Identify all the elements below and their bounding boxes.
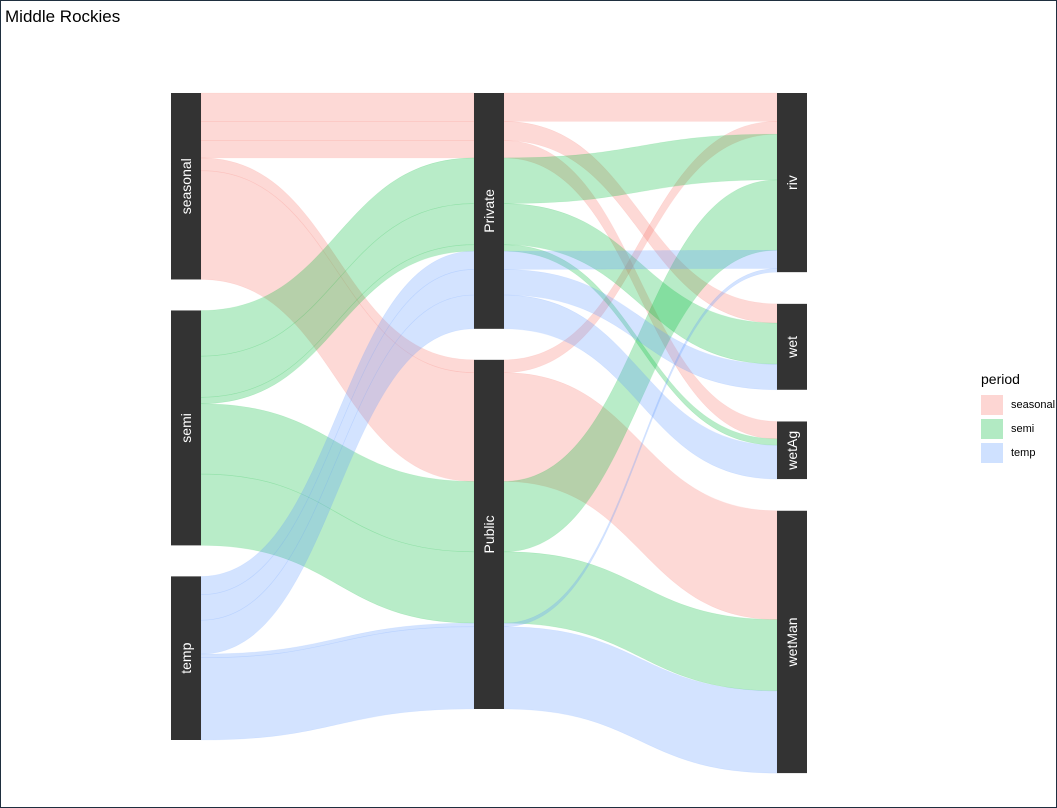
node-label-riv: riv xyxy=(784,175,800,190)
flow-group xyxy=(200,92,778,774)
node-label-temp: temp xyxy=(178,642,194,673)
legend-title: period xyxy=(981,371,1020,387)
node-wetMan xyxy=(777,510,807,774)
node-label-wetMan: wetMan xyxy=(784,617,800,667)
node-semi xyxy=(171,310,201,546)
legend: period seasonal semi temp xyxy=(981,371,1055,465)
node-label-Public: Public xyxy=(481,515,497,553)
node-temp xyxy=(171,576,201,740)
legend-item-seasonal: seasonal xyxy=(981,393,1055,417)
node-label-wet: wet xyxy=(784,336,800,359)
node-Public xyxy=(474,359,504,709)
node-label-Private: Private xyxy=(481,189,497,233)
node-label-seasonal: seasonal xyxy=(178,158,194,214)
legend-key-seasonal xyxy=(981,395,1003,415)
legend-key-temp xyxy=(981,443,1003,463)
node-Private xyxy=(474,93,504,329)
node-label-semi: semi xyxy=(178,413,194,443)
legend-key-semi xyxy=(981,419,1003,439)
node-wet xyxy=(777,303,807,390)
node-riv xyxy=(777,93,807,273)
chart-title: Middle Rockies xyxy=(5,7,121,26)
node-wetAg xyxy=(777,421,807,480)
legend-label: seasonal xyxy=(1011,399,1056,411)
node-label-wetAg: wetAg xyxy=(784,431,800,471)
legend-item-temp: temp xyxy=(981,441,1055,465)
node-seasonal xyxy=(171,93,201,280)
legend-label: temp xyxy=(1011,447,1036,459)
legend-label: semi xyxy=(1011,423,1035,435)
legend-item-semi: semi xyxy=(981,417,1055,441)
